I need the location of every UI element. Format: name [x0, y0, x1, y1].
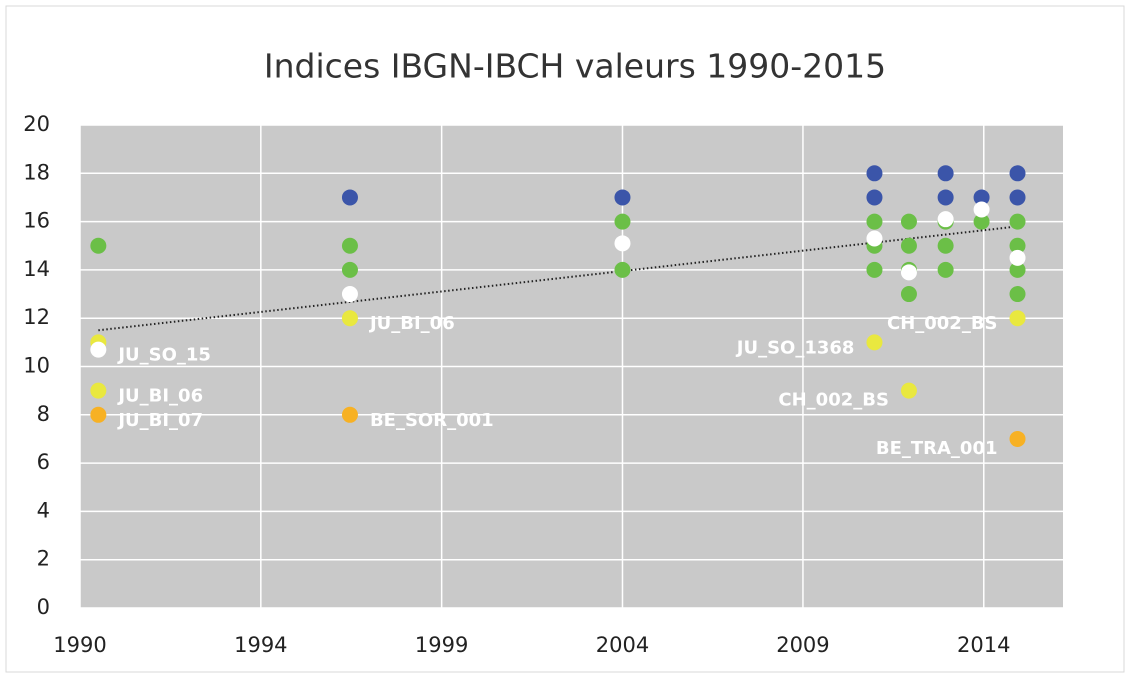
point	[1009, 310, 1026, 327]
point	[1009, 189, 1026, 206]
y-tick-label: 18	[23, 160, 50, 184]
y-tick-label: 6	[37, 450, 50, 474]
point	[900, 237, 917, 254]
point	[900, 264, 917, 281]
point	[1009, 261, 1026, 278]
point	[937, 211, 954, 228]
point	[937, 165, 954, 182]
x-tick-label: 1999	[415, 633, 468, 657]
point	[341, 310, 358, 327]
x-tick-label: 2014	[957, 633, 1010, 657]
x-tick-label: 2009	[776, 633, 829, 657]
data-label: JU_SO_1368	[735, 337, 855, 358]
y-tick-label: 14	[23, 257, 50, 281]
point	[866, 334, 883, 351]
x-tick-label: 2004	[596, 633, 649, 657]
point	[937, 261, 954, 278]
y-tick-label: 20	[23, 112, 50, 136]
y-tick-label: 4	[37, 498, 50, 522]
point	[341, 406, 358, 423]
point	[900, 286, 917, 303]
data-label: BE_TRA_001	[876, 438, 998, 459]
point	[90, 341, 107, 358]
point	[90, 406, 107, 423]
y-tick-label: 8	[37, 402, 50, 426]
point	[614, 235, 631, 252]
x-tick-label: 1990	[53, 633, 106, 657]
point	[614, 213, 631, 230]
point	[1009, 237, 1026, 254]
data-label: CH_002_BS	[778, 390, 889, 411]
y-tick-label: 0	[37, 595, 50, 619]
point	[866, 261, 883, 278]
data-label: JU_BI_06	[368, 313, 455, 334]
y-tick-label: 12	[23, 305, 50, 329]
point	[1009, 430, 1026, 447]
point	[973, 213, 990, 230]
point	[341, 237, 358, 254]
data-label: BE_SOR_001	[370, 410, 494, 431]
point	[1009, 165, 1026, 182]
point	[866, 165, 883, 182]
point	[341, 286, 358, 303]
point	[1009, 249, 1026, 266]
point	[341, 261, 358, 278]
point	[900, 213, 917, 230]
data-label: JU_BI_06	[116, 386, 203, 407]
data-label: JU_SO_15	[116, 345, 211, 366]
point	[866, 189, 883, 206]
point	[614, 261, 631, 278]
point	[866, 230, 883, 247]
point	[973, 201, 990, 218]
y-tick-label: 16	[23, 209, 50, 233]
data-label: CH_002_BS	[887, 313, 998, 334]
chart-title: Indices IBGN-IBCH valeurs 1990-2015	[264, 47, 886, 86]
point	[937, 237, 954, 254]
y-tick-label: 2	[37, 547, 50, 571]
point	[1009, 286, 1026, 303]
y-tick-label: 10	[23, 354, 50, 378]
point	[866, 213, 883, 230]
point	[1009, 213, 1026, 230]
point	[614, 189, 631, 206]
point	[90, 382, 107, 399]
point	[341, 189, 358, 206]
point	[90, 237, 107, 254]
point	[973, 189, 990, 206]
data-label: JU_BI_07	[116, 410, 203, 431]
x-tick-label: 1994	[234, 633, 287, 657]
point	[937, 189, 954, 206]
point	[900, 382, 917, 399]
